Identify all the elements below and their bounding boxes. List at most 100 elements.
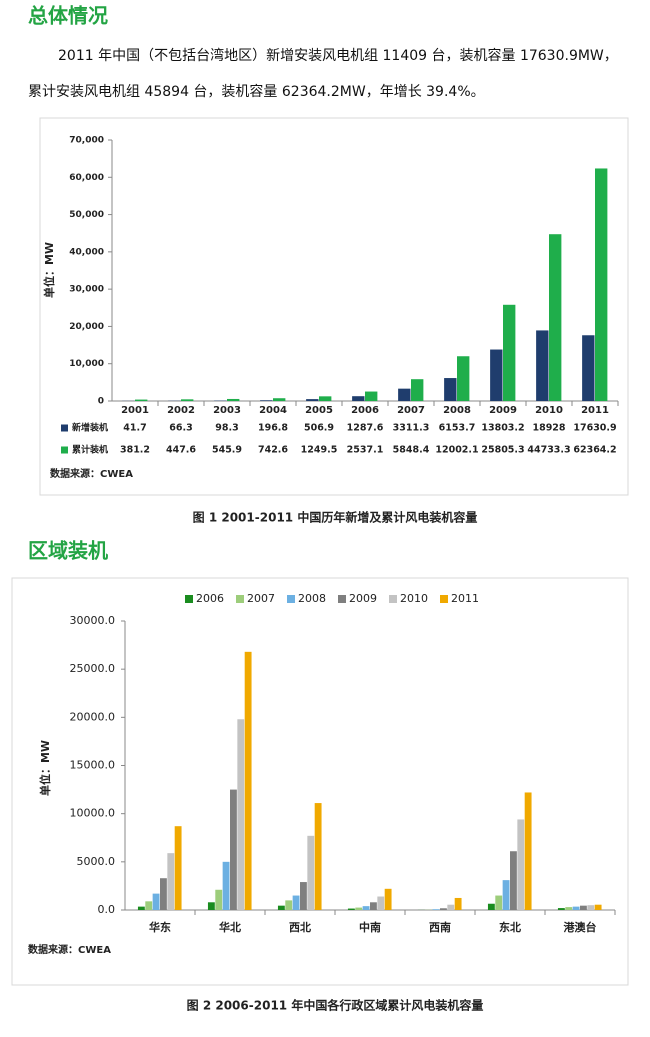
x-tick-label: 2005 (305, 405, 333, 416)
bar (352, 396, 364, 401)
legend-swatch (440, 595, 448, 603)
data-label: 62364.2 (573, 445, 616, 456)
y-tick-label: 5000.0 (77, 855, 116, 868)
legend-label: 2006 (196, 592, 224, 605)
bar (227, 399, 239, 401)
data-label: 3311.3 (393, 423, 430, 434)
data-label: 1287.6 (347, 423, 384, 434)
bar (503, 305, 515, 401)
caption: 图 1 2001-2011 中国历年新增及累计风电装机容量 (193, 510, 478, 525)
y-tick-label: 30,000 (69, 285, 104, 295)
x-tick-label: 2010 (535, 405, 563, 416)
bar (377, 897, 384, 910)
x-tick-label: 华北 (219, 920, 241, 934)
bar (536, 330, 548, 401)
data-label: 18928 (532, 423, 565, 434)
x-tick-label: 2009 (489, 405, 517, 416)
caption: 图 2 2006-2011 年中国各行政区域累计风电装机容量 (187, 998, 484, 1013)
data-label: 98.3 (215, 423, 238, 434)
legend-swatch (61, 447, 68, 454)
bar (237, 719, 244, 910)
legend-swatch (287, 595, 295, 603)
chart-frame (12, 578, 628, 985)
bar (145, 901, 152, 910)
y-tick-label: 70,000 (69, 136, 104, 146)
y-axis-label: 单位：MW (42, 242, 56, 298)
bar (490, 350, 502, 401)
chart-frame (40, 118, 628, 495)
y-axis-label: 单位：MW (38, 740, 52, 796)
data-label: 25805.3 (481, 445, 524, 456)
bar (558, 908, 565, 910)
data-label: 2537.1 (347, 445, 384, 456)
bar (293, 896, 300, 910)
bar (549, 234, 561, 401)
bar (135, 400, 147, 401)
y-tick-label: 0 (98, 397, 104, 407)
legend-swatch (185, 595, 193, 603)
bar (488, 904, 495, 910)
data-label: 1249.5 (301, 445, 338, 456)
x-tick-label: 2006 (351, 405, 379, 416)
bar (355, 908, 362, 910)
bar (181, 399, 193, 401)
y-tick-label: 25000.0 (70, 662, 116, 675)
y-tick-label: 60,000 (69, 173, 104, 183)
data-label: 447.6 (166, 445, 196, 456)
paragraph-line: 累计安装风电机组 45894 台，装机容量 62364.2MW，年增长 39.4… (28, 83, 485, 100)
x-tick-label: 2001 (121, 405, 149, 416)
bar (503, 880, 510, 910)
heading: 总体情况 (28, 4, 108, 28)
bar (455, 898, 462, 910)
legend-label: 2010 (400, 592, 428, 605)
paragraph-line: 2011 年中国（不包括台湾地区）新增安装风电机组 11409 台，装机容量 1… (58, 47, 618, 64)
bar (370, 902, 377, 910)
bar (444, 378, 456, 401)
bar (230, 790, 237, 910)
x-tick-label: 2004 (259, 405, 287, 416)
bar (307, 836, 314, 910)
bar (495, 896, 502, 910)
bar (306, 399, 318, 401)
y-tick-label: 40,000 (69, 247, 104, 257)
bar (457, 356, 469, 401)
bar (208, 902, 215, 910)
data-label: 545.9 (212, 445, 242, 456)
bar (582, 335, 594, 401)
data-label: 381.2 (120, 445, 150, 456)
data-label: 5848.4 (393, 445, 430, 456)
bar (525, 792, 532, 910)
bar (175, 826, 182, 910)
x-tick-label: 中南 (359, 920, 381, 934)
bar (223, 862, 230, 910)
x-tick-label: 东北 (499, 920, 521, 934)
x-tick-label: 2008 (443, 405, 471, 416)
bar (565, 907, 572, 910)
data-label: 12002.1 (435, 445, 478, 456)
bar (587, 905, 594, 910)
data-label: 6153.7 (439, 423, 476, 434)
heading: 区域装机 (28, 539, 108, 563)
legend-label: 累计装机 (72, 444, 108, 456)
bar (573, 907, 580, 910)
bar (348, 909, 355, 910)
bar (260, 400, 272, 401)
data-label: 41.7 (123, 423, 146, 434)
x-tick-label: 2007 (397, 405, 425, 416)
y-tick-label: 50,000 (69, 210, 104, 220)
data-label: 17630.9 (573, 423, 616, 434)
x-tick-label: 西北 (289, 920, 311, 934)
bar (285, 900, 292, 910)
y-tick-label: 20000.0 (70, 710, 116, 723)
y-tick-label: 30000.0 (70, 614, 116, 627)
x-tick-label: 港澳台 (564, 920, 597, 934)
bar (365, 392, 377, 401)
bar (510, 851, 517, 910)
bar (160, 878, 167, 910)
bar (595, 168, 607, 401)
bar (215, 890, 222, 910)
bar (440, 908, 447, 910)
y-tick-label: 10000.0 (70, 807, 116, 820)
